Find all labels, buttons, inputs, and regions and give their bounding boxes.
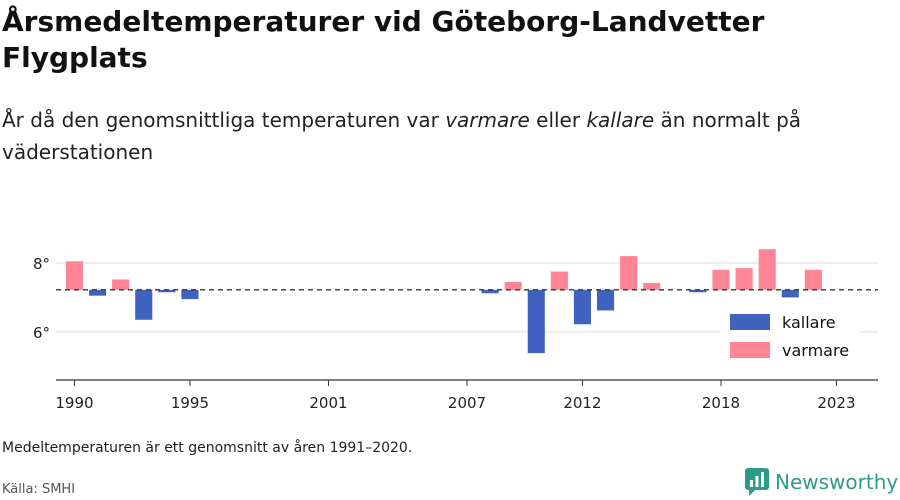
bar-kallare bbox=[596, 289, 615, 311]
y-tick-label: 8° bbox=[33, 255, 50, 273]
legend-label-varmare: varmare bbox=[782, 341, 849, 360]
x-tick-label: 2007 bbox=[448, 394, 486, 412]
bar-kallare bbox=[181, 289, 199, 300]
bar-varmare bbox=[735, 268, 753, 290]
x-tick-label: 2018 bbox=[702, 394, 740, 412]
subtitle-text-1: År då den genomsnittliga temperaturen va… bbox=[2, 108, 446, 132]
bar-kallare bbox=[527, 289, 545, 354]
bar-varmare bbox=[65, 261, 84, 290]
bar-varmare bbox=[112, 279, 130, 290]
temperature-bar-chart: 6° 8° 1990 1995 2001 2007 2012 2018 2023 kallare… bbox=[33, 249, 878, 412]
bar-varmare bbox=[712, 269, 730, 290]
source-credit: Källa: SMHI bbox=[2, 482, 76, 497]
legend-label-kallare: kallare bbox=[782, 313, 836, 332]
bar-kallare bbox=[781, 289, 799, 298]
brand-logo: Newsworthy bbox=[745, 467, 898, 497]
subtitle-text-2: eller bbox=[529, 108, 587, 132]
legend-swatch-kallare bbox=[730, 314, 770, 330]
x-tick-label: 2023 bbox=[817, 394, 855, 412]
bar-kallare bbox=[481, 289, 499, 294]
x-tick-label: 1990 bbox=[55, 394, 93, 412]
bar-varmare bbox=[643, 282, 661, 290]
bar-varmare bbox=[804, 269, 822, 290]
legend-layer: kallare varmare bbox=[720, 304, 860, 366]
brand-name: Newsworthy bbox=[775, 470, 899, 494]
bar-kallare bbox=[158, 289, 176, 293]
bar-varmare bbox=[620, 256, 638, 290]
x-tick-label: 2012 bbox=[563, 394, 601, 412]
chart-subtitle: År då den genomsnittliga temperaturen va… bbox=[2, 104, 882, 168]
bars-layer bbox=[65, 249, 822, 354]
bar-kallare bbox=[573, 289, 591, 325]
subtitle-cold-word: kallare bbox=[586, 108, 655, 132]
y-tick-label: 6° bbox=[33, 324, 50, 342]
bar-varmare bbox=[504, 281, 522, 290]
subtitle-text-3: än normalt på väderstationen bbox=[2, 108, 802, 164]
footnote: Medeltemperaturen är ett genomsnitt av å… bbox=[2, 440, 413, 456]
bar-kallare bbox=[89, 289, 107, 296]
bar-kallare bbox=[689, 289, 707, 293]
subtitle-warm-word: varmare bbox=[445, 108, 530, 132]
x-tick-label: 2001 bbox=[309, 394, 347, 412]
bar-kallare bbox=[135, 289, 153, 320]
bar-varmare bbox=[550, 271, 568, 290]
newsworthy-logo-icon bbox=[745, 468, 769, 496]
legend-swatch-varmare bbox=[730, 342, 770, 358]
x-tick-label: 1995 bbox=[171, 394, 209, 412]
chart-title: Årsmedeltemperaturer vid Göteborg-Landve… bbox=[2, 5, 765, 74]
axis-layer: 6° 8° 1990 1995 2001 2007 2012 2018 2023 bbox=[33, 255, 878, 412]
bar-varmare bbox=[758, 249, 776, 290]
